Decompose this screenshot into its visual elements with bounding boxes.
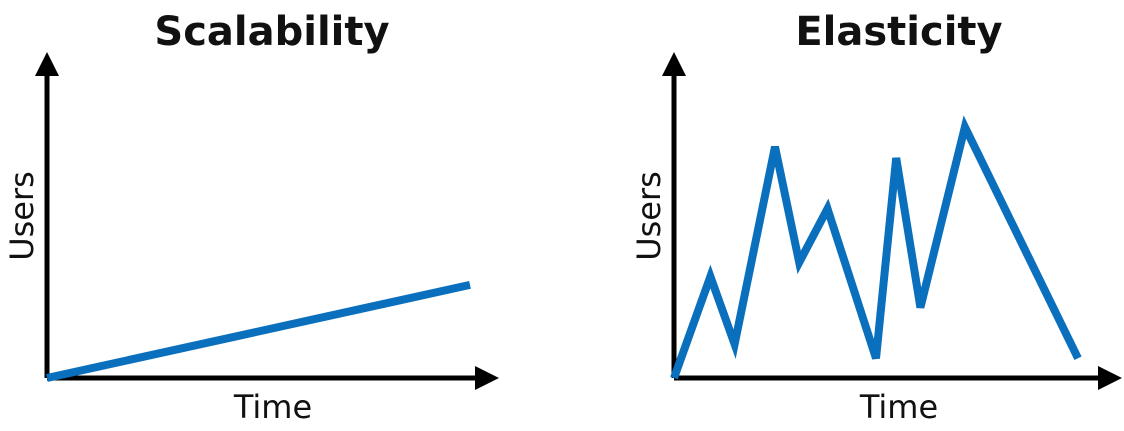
y-axis-label: Users xyxy=(3,171,41,261)
x-axis-label: Time xyxy=(233,388,312,426)
series-line xyxy=(670,115,1082,380)
scalability-chart: Scalability Time Users xyxy=(3,9,499,426)
elasticity-chart: Elasticity Time Users xyxy=(630,9,1122,426)
series-line xyxy=(46,280,471,382)
y-axis-arrow xyxy=(662,52,686,76)
y-axis-label: Users xyxy=(630,171,668,261)
plot-area xyxy=(46,280,471,382)
x-axis-label: Time xyxy=(859,388,938,426)
chart-title: Scalability xyxy=(154,9,389,55)
y-axis-arrow xyxy=(35,52,59,76)
plot-area xyxy=(670,115,1082,380)
x-axis-arrow xyxy=(1098,366,1122,390)
chart-title: Elasticity xyxy=(795,9,1002,55)
x-axis-arrow xyxy=(475,366,499,390)
